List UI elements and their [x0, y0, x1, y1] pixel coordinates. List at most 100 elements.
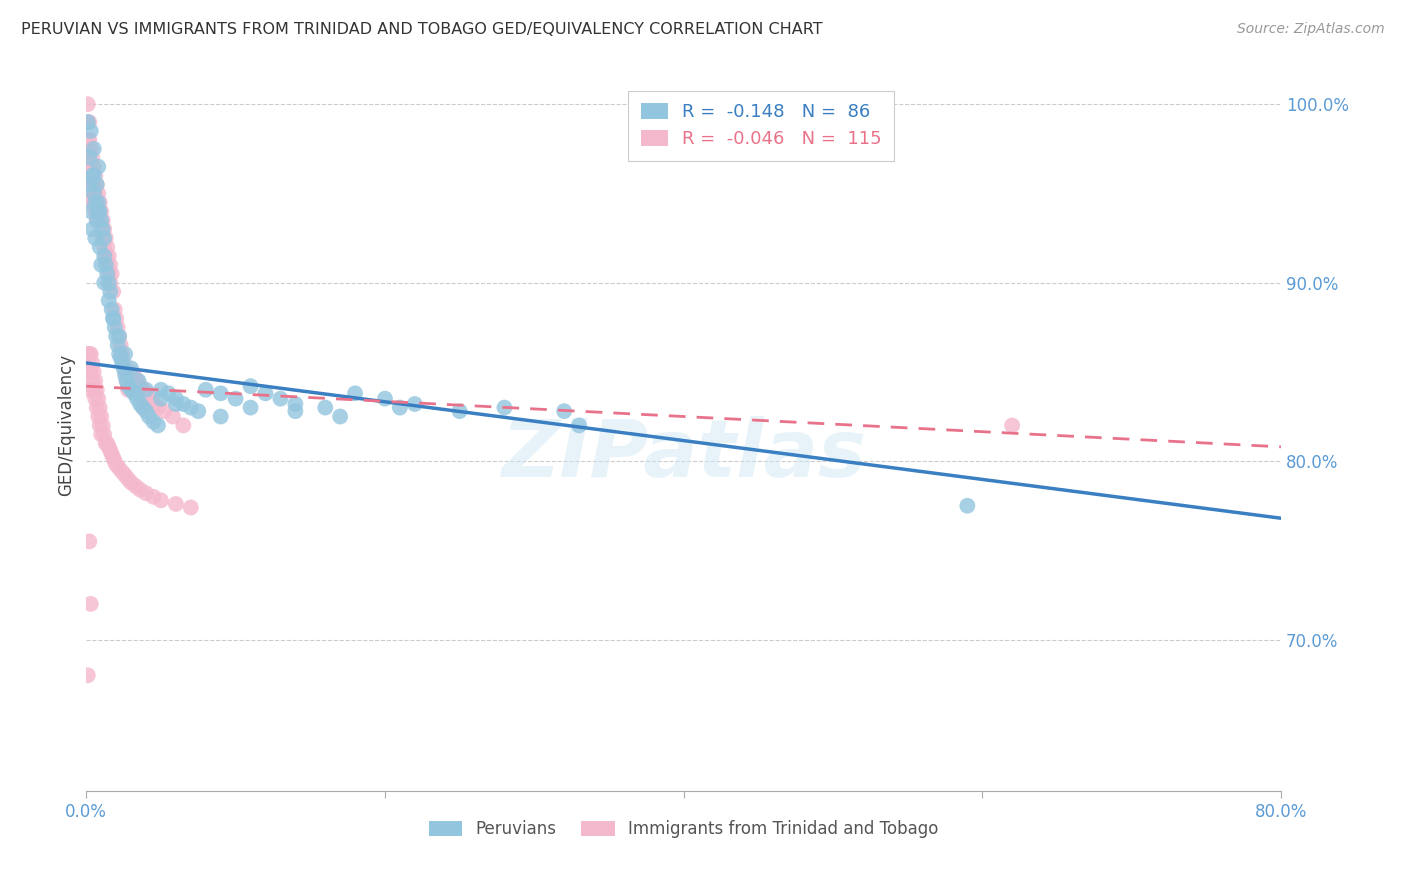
Point — [128, 374, 150, 388]
Point — [149, 392, 172, 406]
Point — [111, 465, 134, 479]
Point — [93, 231, 115, 245]
Point — [86, 195, 108, 210]
Point — [89, 240, 111, 254]
Point — [132, 383, 155, 397]
Point — [90, 427, 112, 442]
Point — [84, 195, 107, 210]
Point — [553, 404, 575, 418]
Point — [329, 409, 352, 424]
Point — [77, 365, 100, 379]
Point — [112, 356, 135, 370]
Point — [84, 169, 107, 183]
Point — [165, 497, 187, 511]
Point — [165, 392, 187, 406]
Point — [96, 436, 118, 450]
Point — [110, 338, 132, 352]
Point — [388, 401, 411, 415]
Point — [91, 213, 114, 227]
Point — [89, 401, 111, 415]
Point — [157, 386, 180, 401]
Point — [87, 392, 110, 406]
Point — [269, 392, 291, 406]
Point — [172, 418, 194, 433]
Point — [90, 258, 112, 272]
Point — [86, 178, 108, 192]
Point — [96, 267, 118, 281]
Point — [87, 160, 110, 174]
Point — [142, 490, 165, 504]
Point — [135, 404, 157, 418]
Point — [84, 186, 107, 201]
Point — [115, 374, 138, 388]
Point — [108, 461, 131, 475]
Point — [87, 195, 110, 210]
Point — [76, 133, 98, 147]
Point — [84, 374, 107, 388]
Point — [97, 276, 120, 290]
Point — [172, 397, 194, 411]
Point — [76, 115, 98, 129]
Point — [84, 204, 107, 219]
Point — [80, 124, 103, 138]
Point — [142, 415, 165, 429]
Point — [94, 258, 117, 272]
Point — [94, 436, 117, 450]
Text: ZIPatlas: ZIPatlas — [501, 416, 866, 493]
Point — [76, 160, 98, 174]
Point — [98, 285, 121, 299]
Point — [135, 486, 157, 500]
Point — [96, 240, 118, 254]
Point — [129, 397, 152, 411]
Point — [105, 311, 128, 326]
Point — [187, 404, 209, 418]
Point — [314, 401, 336, 415]
Point — [89, 418, 111, 433]
Point — [165, 397, 187, 411]
Point — [96, 258, 118, 272]
Point — [129, 483, 152, 497]
Point — [117, 379, 139, 393]
Point — [90, 222, 112, 236]
Point — [254, 386, 277, 401]
Point — [90, 409, 112, 424]
Point — [225, 392, 247, 406]
Point — [107, 338, 129, 352]
Point — [180, 500, 202, 515]
Point — [82, 356, 104, 370]
Point — [84, 231, 107, 245]
Point — [83, 383, 105, 397]
Point — [77, 151, 100, 165]
Text: Source: ZipAtlas.com: Source: ZipAtlas.com — [1237, 22, 1385, 37]
Point — [76, 668, 98, 682]
Point — [404, 397, 426, 411]
Point — [146, 401, 169, 415]
Point — [86, 401, 108, 415]
Point — [114, 365, 136, 379]
Point — [89, 213, 111, 227]
Point — [97, 249, 120, 263]
Point — [94, 231, 117, 245]
Point — [77, 133, 100, 147]
Point — [84, 392, 107, 406]
Point — [94, 249, 117, 263]
Point — [87, 204, 110, 219]
Point — [82, 374, 104, 388]
Point — [86, 213, 108, 227]
Point — [110, 351, 132, 365]
Point — [76, 115, 98, 129]
Point — [93, 222, 115, 236]
Point — [91, 222, 114, 236]
Point — [105, 458, 128, 472]
Point — [105, 329, 128, 343]
Point — [449, 404, 471, 418]
Point — [494, 401, 516, 415]
Point — [112, 361, 135, 376]
Point — [83, 169, 105, 183]
Point — [104, 454, 127, 468]
Point — [135, 383, 157, 397]
Point — [76, 347, 98, 361]
Point — [194, 383, 217, 397]
Legend: Peruvians, Immigrants from Trinidad and Tobago: Peruvians, Immigrants from Trinidad and … — [422, 814, 945, 845]
Point — [111, 347, 134, 361]
